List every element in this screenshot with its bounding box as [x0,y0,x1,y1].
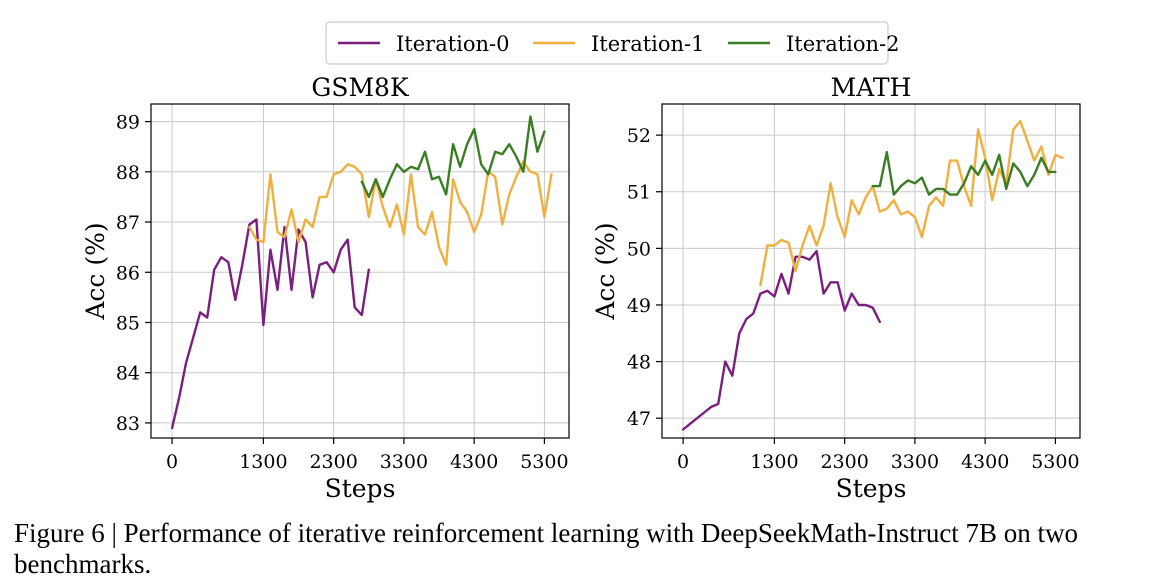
ytick-label-math-2: 49 [627,295,651,317]
xtick-label-math-4: 4300 [961,451,1009,473]
ytick-label-math-4: 51 [627,182,651,204]
legend-frame [325,21,889,65]
ytick-label-gsm8k-4: 87 [116,212,140,234]
chart-math-title: MATH [831,73,912,102]
figure: Iteration-0 Iteration-1 Iteration-2 GSM8… [81,21,1081,503]
legend-label-2: Iteration-2 [786,32,900,56]
chart-gsm8k-ylabel: Acc (%) [81,222,110,320]
series-line-gsm8k-iteration-0 [170,218,370,430]
ytick-label-gsm8k-2: 85 [116,312,140,334]
xtick-label-math-3: 3300 [891,451,939,473]
ytick-label-gsm8k-6: 89 [116,112,140,134]
xtick-label-math-1: 1300 [750,451,798,473]
chart-math-grid [662,104,1080,438]
xtick-label-gsm8k-0: 0 [166,451,178,473]
legend: Iteration-0 Iteration-1 Iteration-2 [325,21,900,65]
ytick-label-math-5: 52 [627,125,651,147]
series-line-math-iteration-0 [681,249,881,431]
xtick-label-gsm8k-4: 4300 [450,451,498,473]
series-line-math-iteration-2 [871,150,1057,196]
xtick-label-gsm8k-5: 5300 [520,451,568,473]
chart-math: MATH 0 1300 2300 3300 4300 5300 474849505152 … [591,73,1081,503]
xtick-label-gsm8k-1: 1300 [239,451,287,473]
chart-gsm8k-series [170,115,553,430]
chart-gsm8k: GSM8K 0 1300 2300 3300 4300 5300 83 84 85 86 87 88… [81,73,570,503]
xtick-label-gsm8k-2: 2300 [309,451,357,473]
chart-gsm8k-yticks: 83 84 85 86 87 88 89 [116,112,151,435]
xtick-label-gsm8k-3: 3300 [380,451,428,473]
xtick-label-math-5: 5300 [1031,451,1079,473]
series-line-math-iteration-1 [759,119,1064,287]
chart-gsm8k-frame [150,103,570,439]
xtick-label-math-2: 2300 [820,451,868,473]
ytick-label-gsm8k-1: 84 [116,363,140,385]
chart-math-xticks: 0 1300 2300 3300 4300 5300 [677,438,1080,473]
ytick-label-math-0: 47 [627,408,651,430]
chart-math-series [681,119,1064,431]
ytick-label-gsm8k-0: 83 [116,413,140,435]
legend-entry-1: Iteration-1 [533,32,705,56]
legend-entry-2: Iteration-2 [728,32,900,56]
ytick-label-math-3: 50 [627,238,651,260]
legend-label-1: Iteration-1 [591,32,705,56]
chart-math-ylabel: Acc (%) [591,222,620,320]
ytick-label-math-1: 48 [627,352,651,374]
chart-math-xlabel: Steps [836,474,907,503]
chart-gsm8k-xlabel: Steps [325,474,396,503]
series-line-gsm8k-iteration-2 [360,115,546,199]
xtick-label-math-0: 0 [677,451,689,473]
chart-math-frame [661,103,1081,439]
ytick-label-gsm8k-5: 88 [116,162,140,184]
chart-gsm8k-xticks: 0 1300 2300 3300 4300 5300 [166,438,569,473]
ytick-label-gsm8k-3: 86 [116,262,140,284]
legend-label-0: Iteration-0 [396,32,510,56]
chart-gsm8k-title: GSM8K [311,73,410,102]
legend-entry-0: Iteration-0 [338,32,510,56]
chart-math-yticks: 47 48 49 50 51 52 [627,125,662,430]
figure-caption: Figure 6 | Performance of iterative rein… [14,518,1079,579]
series-line-gsm8k-iteration-1 [248,160,553,266]
